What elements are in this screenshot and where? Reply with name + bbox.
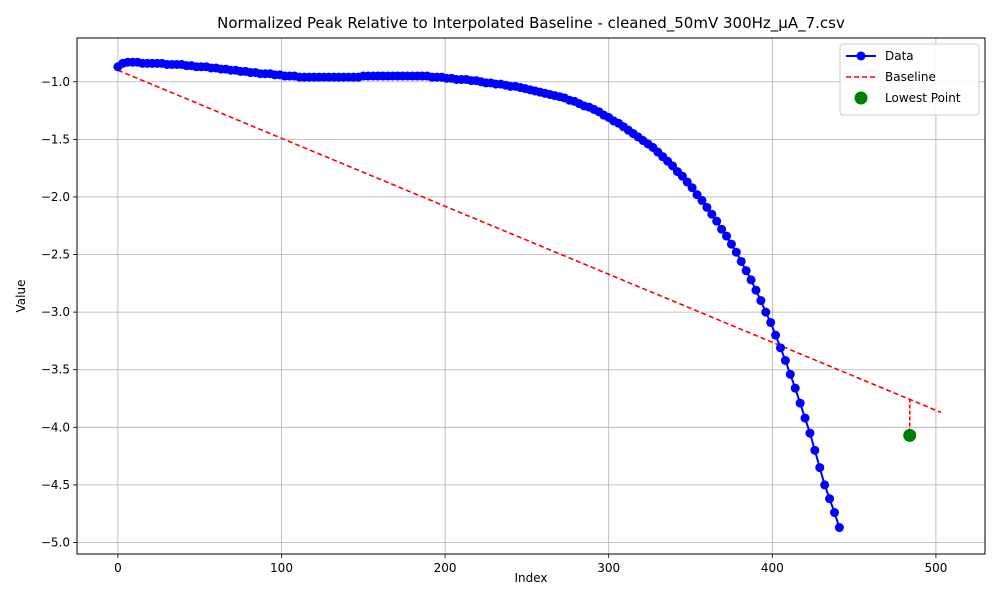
legend-box xyxy=(839,43,980,116)
plot-frame xyxy=(76,37,986,555)
legend-label-baseline: Baseline xyxy=(885,70,936,84)
y-tick-label: −1.0 xyxy=(41,75,70,89)
data-point xyxy=(712,216,722,226)
chart-title: Normalized Peak Relative to Interpolated… xyxy=(217,14,845,33)
data-point xyxy=(702,202,712,212)
data-point xyxy=(731,247,741,257)
y-tick-label: −5.0 xyxy=(41,535,70,549)
x-axis-label: Index xyxy=(514,571,547,585)
data-point xyxy=(820,480,830,490)
data-point xyxy=(771,330,781,340)
data-point xyxy=(766,317,776,327)
data-point xyxy=(707,209,717,219)
data-point xyxy=(780,356,790,365)
data-point xyxy=(741,266,751,276)
data-point xyxy=(736,256,746,266)
baseline-line xyxy=(117,69,942,414)
y-tick-label: −3.5 xyxy=(41,363,70,377)
data-point xyxy=(834,523,844,533)
data-point xyxy=(829,508,839,518)
y-tick-label: −3.0 xyxy=(41,305,70,319)
ticks: 0 100 200 300 400 500 −5.0 −4.5 −4.0 −3.5 −3.0 −2.5… xyxy=(41,75,948,575)
y-tick-label: −1.5 xyxy=(41,132,70,146)
x-tick-label: 300 xyxy=(597,561,620,575)
data-point xyxy=(722,231,732,241)
x-tick-label: 400 xyxy=(761,561,784,575)
legend-data-marker xyxy=(856,51,866,61)
y-tick-label: −2.0 xyxy=(41,190,70,204)
data-point xyxy=(790,383,800,393)
plot-area xyxy=(113,57,942,533)
legend-label-lowest: Lowest Point xyxy=(885,91,961,105)
y-tick-label: −2.5 xyxy=(41,248,70,262)
data-point xyxy=(756,296,766,306)
y-axis-label: Value xyxy=(14,280,28,313)
data-point xyxy=(751,285,761,295)
data-point xyxy=(795,398,805,408)
data-point xyxy=(717,224,727,234)
data-point xyxy=(805,428,815,438)
data-point xyxy=(785,369,795,379)
data-point xyxy=(761,307,771,317)
data-point xyxy=(815,463,825,473)
legend: Data Baseline Lowest Point xyxy=(839,43,980,116)
legend-lowest-marker xyxy=(854,91,868,105)
data-point xyxy=(810,445,820,455)
data-point xyxy=(726,239,736,249)
data-point xyxy=(746,275,756,285)
x-tick-label: 500 xyxy=(924,561,947,575)
data-point xyxy=(800,413,810,423)
x-tick-label: 200 xyxy=(434,561,457,575)
legend-label-data: Data xyxy=(885,49,914,63)
grid xyxy=(77,38,985,554)
x-tick-label: 0 xyxy=(114,561,122,575)
y-tick-label: −4.5 xyxy=(41,478,70,492)
data-point xyxy=(825,494,835,504)
lowest-point-marker xyxy=(903,428,917,442)
x-tick-label: 100 xyxy=(270,561,293,575)
y-tick-label: −4.0 xyxy=(41,420,70,434)
data-point xyxy=(687,183,697,193)
data-point xyxy=(775,343,785,353)
data-point xyxy=(697,195,707,205)
